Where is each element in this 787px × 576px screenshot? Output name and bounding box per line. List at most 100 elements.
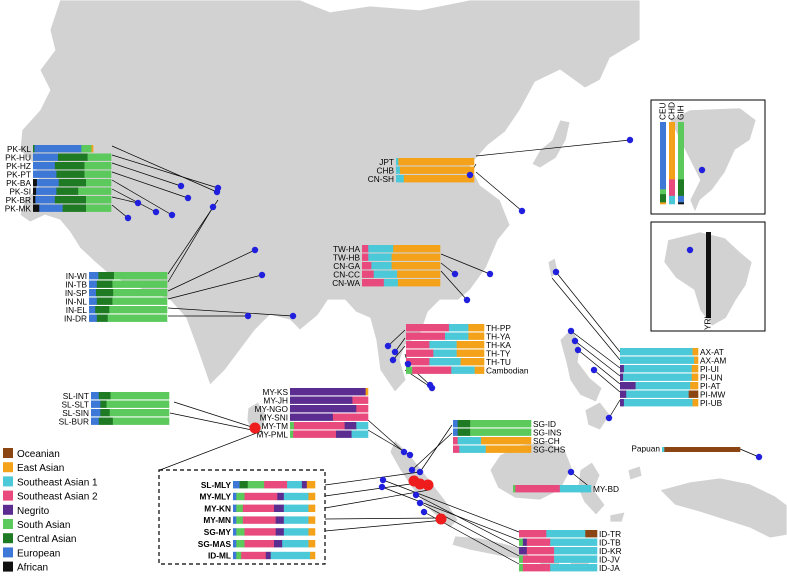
admixture-bar-pk-hu [33, 153, 112, 161]
population-label: JPT [379, 157, 394, 167]
bar-segment-southeast-asian-2 [406, 332, 446, 340]
legend-swatch [3, 519, 13, 529]
admixture-bar-my-ngo [290, 405, 369, 413]
population-label: TH-TY [486, 348, 511, 358]
connector-line [159, 430, 263, 471]
sample-site-dot [626, 136, 634, 144]
population-label: CHB [376, 165, 394, 175]
population-label: TH-TU [486, 357, 511, 367]
sample-site-dot [244, 312, 252, 320]
bar-segment-east-asian [691, 373, 699, 381]
admixture-bar-my-tm [290, 422, 369, 430]
admixture-bar-my-mly [233, 492, 316, 501]
population-label: MY-TM [262, 421, 289, 431]
population-label: TW-HA [333, 244, 361, 254]
population-label: PI-UN [700, 372, 723, 382]
legend-label: South Asian [17, 520, 70, 531]
connector-line [475, 139, 631, 157]
bar-segment-east-asian [308, 528, 316, 536]
bar-segment-southeast-asian-2 [526, 547, 555, 555]
legend-swatch [3, 561, 13, 572]
sample-site-dot [686, 246, 694, 254]
bar-segment-central-asian [56, 187, 79, 195]
bar-segment-european [453, 420, 458, 428]
population-label: Cambodian [486, 365, 529, 375]
bar-segment-african [33, 196, 36, 204]
connector-line [111, 171, 189, 199]
bar-segment-south-asian [109, 306, 168, 314]
reference-bar-yri [706, 232, 711, 318]
admixture-bar-cn-ga [362, 262, 441, 270]
admixture-bar-my-kn [233, 504, 316, 512]
admixture-bar-tw-hb [362, 253, 441, 261]
admixture-bar-papuan [662, 447, 741, 452]
sample-site-dot [486, 270, 494, 278]
bar-segment-east-asian [692, 399, 699, 407]
admixture-bar-sg-id [453, 420, 532, 428]
admixture-bar-th-tu [406, 358, 485, 366]
bar-segment-east-asian [456, 349, 485, 357]
bar-segment-central-asian [100, 409, 111, 417]
population-label: MY-KS [262, 387, 288, 397]
admixture-bar-th-ka [406, 341, 485, 349]
legend-label: European [17, 548, 60, 559]
bar-segment-european [91, 417, 100, 425]
population-label: IN-WI [66, 271, 87, 281]
bar-segment-central-asian [98, 417, 114, 425]
admixture-bar-sl-slt [91, 400, 170, 408]
bar-segment-southeast-asian-1 [396, 166, 401, 174]
bar-segment-southeast-asian-1 [635, 382, 691, 390]
admixture-bar-cn-wa [362, 279, 441, 287]
bar-segment-south-asian [78, 187, 112, 195]
sample-site-dot [428, 384, 436, 392]
bar-segment-southeast-asian-2 [453, 437, 458, 445]
malay-sample-site-dot [414, 478, 426, 490]
bar-segment-european [453, 428, 458, 436]
bar-segment-negrito [275, 516, 285, 524]
reference-bars-africa: YRI [703, 232, 713, 330]
malay-sample-site-dot [422, 479, 434, 491]
admixture-bar-my-ks [290, 388, 369, 396]
admixture-bar-in-el [89, 306, 168, 314]
connector-line [574, 340, 621, 377]
sample-site-dot [552, 268, 560, 276]
bar-segment-southeast-asian-2 [515, 485, 561, 493]
population-label: PI-MW [700, 389, 726, 399]
admixture-bars: PK-KLPK-HUPK-HZPK-PTPK-BAPK-SIPK-BRPK-MK… [5, 144, 741, 573]
legend-swatch [3, 547, 13, 558]
population-label: ID-ML [208, 551, 231, 561]
bar-segment-european [233, 528, 237, 536]
sample-site-dot [391, 348, 399, 356]
sample-location-dots [124, 136, 763, 525]
bar-segment-central-asian [56, 170, 85, 178]
bar-segment-southeast-asian-1 [283, 516, 309, 524]
bar-segment-southeast-asian-1 [623, 365, 693, 373]
bar-segment-east-asian [403, 175, 475, 183]
admixture-bar-sl-sin [91, 409, 170, 417]
bar-segment-southeast-asian-2 [522, 555, 555, 563]
bar-segment-central-asian [457, 420, 471, 428]
legend-swatch [3, 533, 13, 544]
bar-segment-southeast-asian-2 [362, 262, 372, 270]
reference-label: GIH [676, 105, 686, 120]
bar-segment-european [89, 280, 98, 288]
admixture-bar-pk-br [33, 196, 112, 204]
bar-segment-central-asian [96, 314, 109, 322]
population-label: SG-MAS [198, 539, 232, 549]
bar-segment-negrito [290, 388, 366, 396]
bar-segment-southeast-asian-2 [352, 396, 369, 404]
bar-segment-southeast-asian-1 [383, 279, 399, 287]
bar-segment-southeast-asian-1 [368, 245, 394, 253]
population-label: TW-HB [333, 252, 361, 262]
bar-segment-european [89, 272, 99, 280]
connector-line [608, 399, 621, 419]
connector-line [111, 188, 157, 213]
connector-line [111, 154, 219, 189]
connector-line [111, 179, 173, 216]
bar-segment-central-asian [54, 196, 87, 204]
population-label: SG-ID [533, 419, 556, 429]
bar-segment-european [35, 196, 56, 204]
bar-segment-east-asian [393, 245, 441, 253]
